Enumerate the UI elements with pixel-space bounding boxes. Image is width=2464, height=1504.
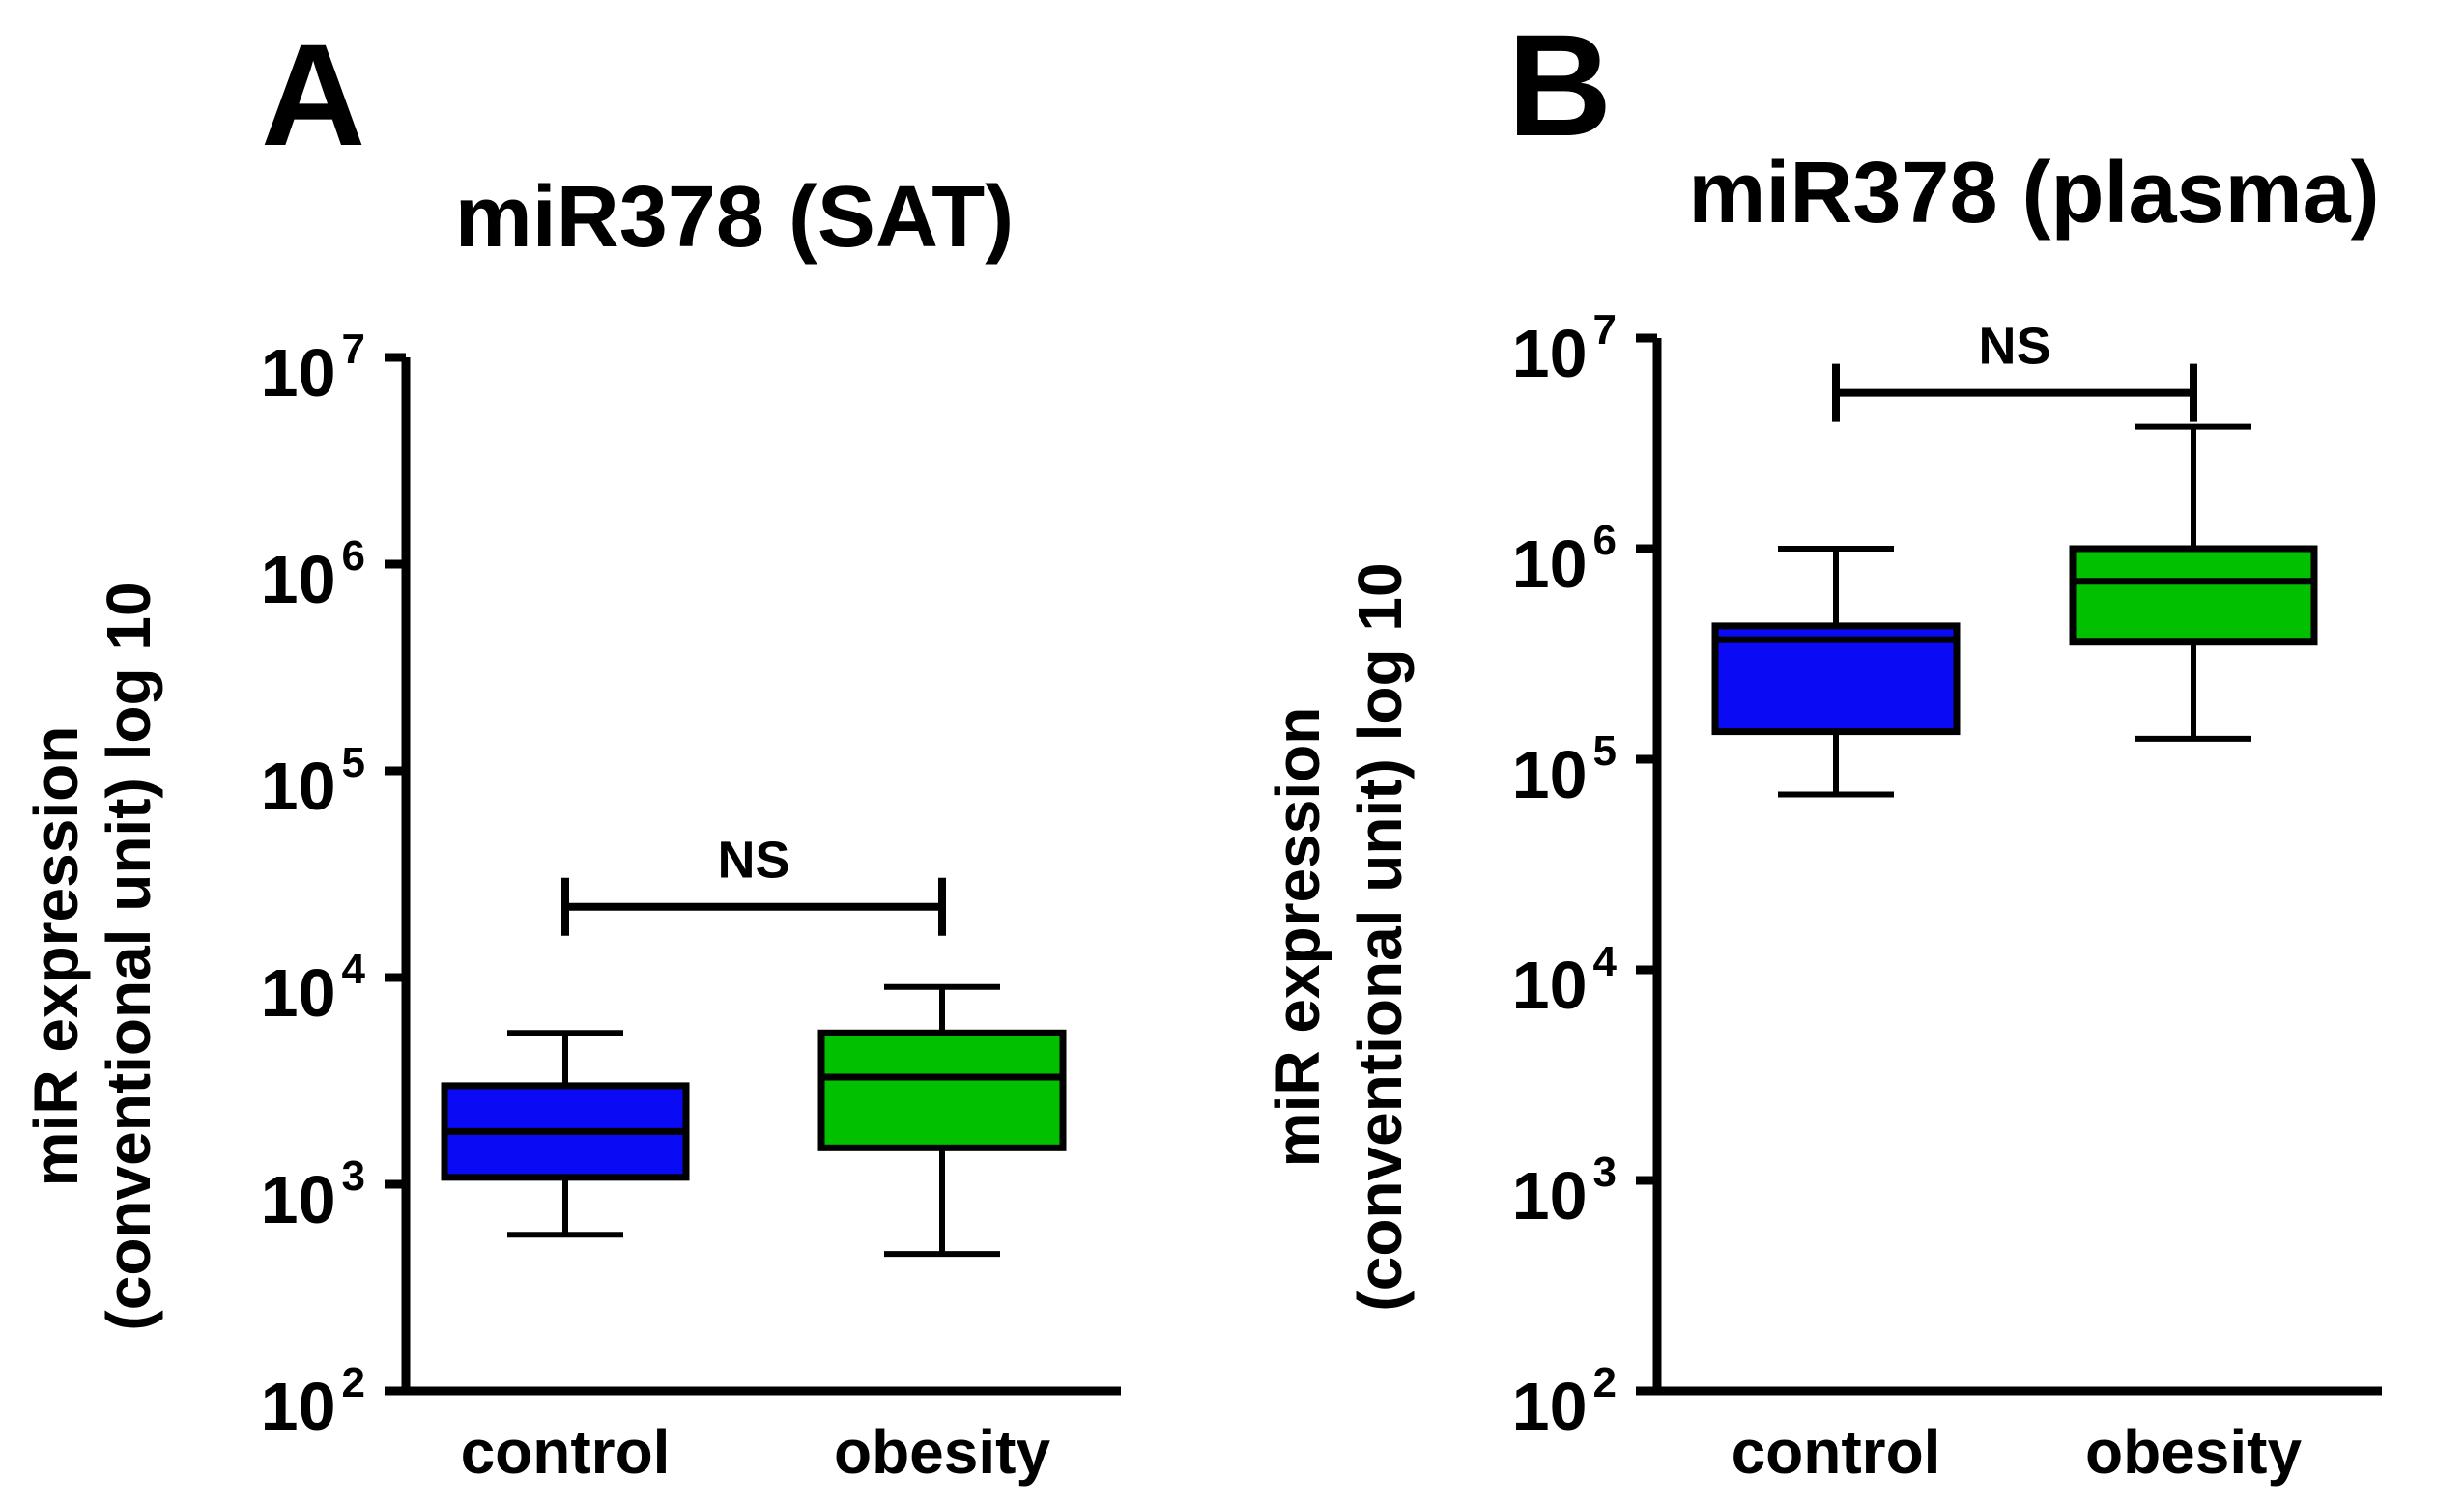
box-obesity (817, 983, 1067, 1258)
y-tick-exponent: 4 (1593, 938, 1618, 985)
y-tick-base: 10 (261, 955, 336, 1031)
box-control (1711, 546, 1961, 798)
y-tick-label: 10 5 (261, 739, 365, 824)
y-tick-base: 10 (261, 335, 336, 411)
y-tick-label: 10 2 (1512, 1359, 1617, 1444)
significance-label: NS (717, 832, 789, 890)
y-tick-label: 10 2 (261, 1359, 365, 1444)
y-tick-base: 10 (1512, 1158, 1588, 1234)
y-tick-label: 10 6 (1512, 517, 1617, 602)
box-control (441, 1030, 690, 1238)
y-tick-base: 10 (1512, 526, 1588, 602)
x-tick-label-control: control (461, 1417, 671, 1487)
y-tick-exponent: 6 (1593, 517, 1617, 564)
y-tick-exponent: 5 (342, 739, 365, 786)
significance-bracket: NS (1832, 318, 2197, 422)
y-tick-label: 10 7 (261, 326, 365, 411)
y-tick-exponent: 5 (1593, 727, 1617, 775)
chart-title: miR378 (plasma) (1688, 145, 2379, 241)
y-tick-label: 10 5 (1512, 727, 1617, 812)
y-tick-base: 10 (261, 1369, 336, 1444)
y-tick-label: 10 3 (1512, 1149, 1617, 1234)
y-axis-label-line1: miR expression (1263, 707, 1332, 1168)
y-tick-base: 10 (261, 542, 336, 617)
y-tick-base: 10 (261, 1162, 336, 1237)
y-tick-base: 10 (1512, 948, 1588, 1023)
iqr-box (2069, 545, 2318, 646)
chart-title: miR378 (SAT) (455, 169, 1014, 266)
y-tick-label: 10 4 (261, 946, 366, 1031)
y-tick-base: 10 (1512, 737, 1588, 812)
y-tick-exponent: 7 (342, 326, 365, 373)
y-tick-label: 10 4 (1512, 938, 1618, 1023)
y-tick-exponent: 2 (342, 1359, 365, 1406)
y-tick-exponent: 4 (342, 946, 366, 993)
panel-letter: A (261, 14, 365, 176)
box-obesity (2069, 423, 2318, 742)
x-tick-label-obesity: obesity (834, 1417, 1050, 1487)
significance-bracket: NS (561, 832, 946, 936)
y-tick-label: 10 7 (1512, 306, 1617, 391)
iqr-box (1711, 622, 1961, 736)
y-tick-exponent: 2 (1593, 1359, 1617, 1406)
y-tick-label: 10 6 (261, 532, 365, 617)
y-axis-label-line2: (conventional unit) log 10 (94, 582, 163, 1330)
panel-letter: B (1507, 4, 1612, 166)
significance-label: NS (1978, 318, 2050, 376)
y-tick-base: 10 (1512, 1369, 1588, 1444)
y-tick-base: 10 (1512, 316, 1588, 391)
y-tick-exponent: 3 (342, 1152, 365, 1200)
iqr-box (817, 1029, 1067, 1151)
y-axis-label-line1: miR expression (21, 726, 91, 1187)
y-tick-label: 10 3 (261, 1152, 365, 1237)
y-tick-exponent: 7 (1593, 306, 1617, 354)
y-tick-exponent: 6 (342, 532, 365, 580)
x-tick-label-control: control (1732, 1417, 1941, 1487)
x-tick-label-obesity: obesity (2085, 1417, 2302, 1487)
y-tick-base: 10 (261, 749, 336, 824)
y-tick-exponent: 3 (1593, 1149, 1617, 1196)
y-axis-label-line2: (conventional unit) log 10 (1345, 562, 1415, 1311)
